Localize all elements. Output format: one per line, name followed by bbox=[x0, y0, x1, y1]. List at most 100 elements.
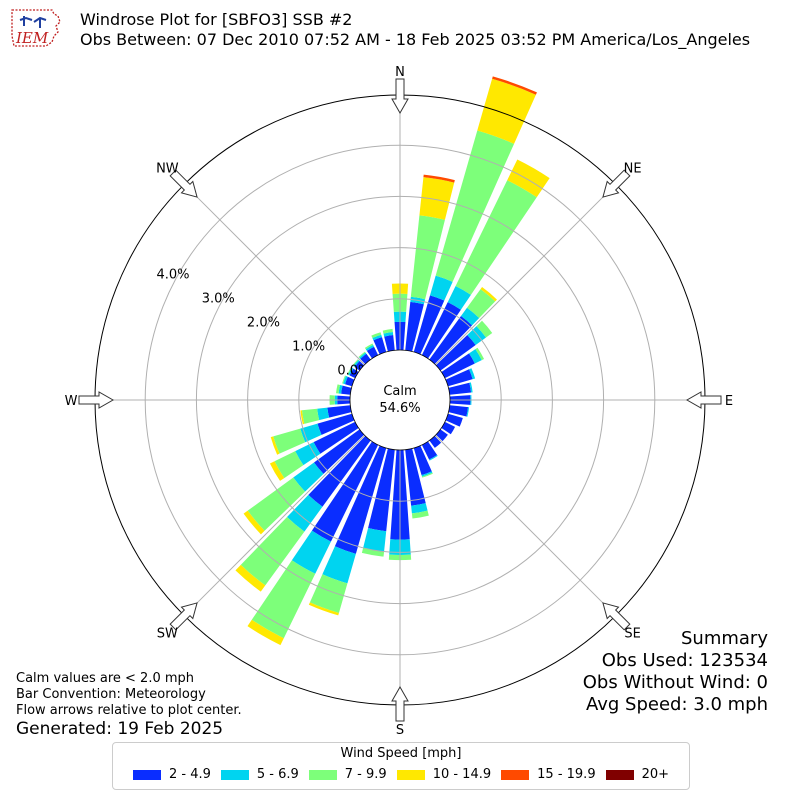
note-flow-arrows: Flow arrows relative to plot center. bbox=[16, 703, 242, 718]
bar-40-1 bbox=[460, 307, 480, 326]
dir-label-S: S bbox=[396, 723, 404, 738]
legend-item-2: 7 - 9.9 bbox=[308, 767, 387, 782]
legend-label-1: 5 - 6.9 bbox=[256, 767, 299, 782]
radial-label-2: 2.0% bbox=[247, 315, 280, 330]
legend-title: Wind Speed [mph] bbox=[340, 746, 462, 761]
legend-item-3: 10 - 14.9 bbox=[396, 767, 491, 782]
legend-label-4: 15 - 19.9 bbox=[537, 767, 596, 782]
bar-340-2 bbox=[371, 332, 382, 338]
summary-box: Summary Obs Used: 123534 Obs Without Win… bbox=[583, 628, 768, 716]
note-calm: Calm values are < 2.0 mph bbox=[16, 671, 195, 686]
bar-50-0 bbox=[435, 335, 476, 371]
grid-spoke-SE bbox=[435, 435, 617, 617]
bar-280-2 bbox=[336, 384, 341, 394]
radial-label-1: 1.0% bbox=[292, 339, 325, 354]
arrow-N bbox=[391, 78, 409, 115]
legend-items: 2 - 4.9 5 - 6.9 7 - 9.9 10 - 14.9 15 - 19.9 2… bbox=[113, 767, 689, 782]
bar-10-2 bbox=[410, 215, 445, 300]
bar-260-3 bbox=[300, 410, 305, 425]
bar-330-2 bbox=[364, 343, 374, 350]
bar-280-1 bbox=[338, 385, 343, 394]
summary-avg-speed: Avg Speed: 3.0 mph bbox=[586, 694, 768, 715]
bar-20-0 bbox=[413, 295, 445, 355]
bar-120-0 bbox=[441, 421, 456, 435]
arrow-SE bbox=[602, 602, 631, 631]
legend-swatch-5 bbox=[605, 769, 634, 780]
bar-110-0 bbox=[445, 413, 463, 427]
bar-20-1 bbox=[430, 275, 453, 301]
bar-150-1 bbox=[429, 455, 438, 461]
generated-date: Generated: 19 Feb 2025 bbox=[16, 719, 224, 739]
grid-spoke-NE bbox=[435, 183, 617, 365]
chart-title: Windrose Plot for [SBFO3] SSB #2 Obs Bet… bbox=[80, 10, 750, 50]
bar-170-1 bbox=[411, 503, 428, 514]
summary-obs-used: Obs Used: 123534 bbox=[601, 650, 768, 671]
bar-160-0 bbox=[413, 445, 432, 476]
legend-item-4: 15 - 19.9 bbox=[501, 767, 596, 782]
legend-label-2: 7 - 9.9 bbox=[344, 767, 387, 782]
bar-20-2 bbox=[435, 130, 515, 282]
dir-label-E: E bbox=[725, 394, 733, 409]
arrow-SW bbox=[169, 602, 198, 631]
direction-labels: N NE E SE S SW W NW bbox=[65, 65, 734, 738]
bar-350-1 bbox=[383, 331, 394, 337]
arrow-E bbox=[685, 391, 722, 409]
bar-130-0 bbox=[435, 429, 448, 442]
bar-30-0 bbox=[421, 302, 461, 359]
legend-swatch-3 bbox=[396, 769, 425, 780]
note-bar-convention: Bar Convention: Meteorology bbox=[16, 687, 206, 702]
dir-label-N: N bbox=[395, 65, 405, 80]
bar-220-3 bbox=[235, 564, 266, 592]
bar-210-1 bbox=[291, 530, 331, 574]
bar-20-4 bbox=[492, 76, 537, 95]
legend-item-0: 2 - 4.9 bbox=[132, 767, 211, 782]
summary-title: Summary bbox=[681, 628, 768, 649]
grid-spoke-NW bbox=[183, 183, 365, 365]
summary-obs-without-wind: Obs Without Wind: 0 bbox=[582, 672, 768, 693]
bar-230-0 bbox=[313, 429, 365, 474]
bar-10-3 bbox=[419, 177, 455, 220]
arrow-NE bbox=[602, 169, 631, 198]
bar-350-0 bbox=[384, 334, 395, 352]
bar-220-1 bbox=[287, 494, 323, 532]
bar-230-2 bbox=[247, 477, 306, 531]
bar-190-1 bbox=[363, 528, 387, 552]
legend-swatch-0 bbox=[132, 769, 161, 780]
bar-230-3 bbox=[243, 510, 265, 535]
bar-290-1 bbox=[343, 375, 348, 385]
direction-arrows bbox=[78, 78, 722, 722]
bar-50-2 bbox=[476, 320, 493, 338]
bar-300-1 bbox=[348, 367, 354, 376]
bar-80-1 bbox=[469, 382, 473, 393]
bar-330-1 bbox=[365, 344, 375, 351]
calm-value: 54.6% bbox=[379, 401, 420, 416]
title-line-1: Windrose Plot for [SBFO3] SSB #2 bbox=[80, 10, 353, 29]
arrow-S bbox=[391, 685, 409, 722]
bar-260-2 bbox=[301, 408, 320, 424]
bar-320-2 bbox=[358, 351, 366, 358]
bar-240-0 bbox=[313, 421, 359, 454]
bar-350-2 bbox=[382, 328, 393, 334]
bar-240-2 bbox=[274, 451, 304, 479]
notes: Calm values are < 2.0 mph Bar Convention… bbox=[16, 671, 242, 739]
dir-label-W: W bbox=[65, 394, 78, 409]
dir-label-SE: SE bbox=[624, 627, 640, 642]
legend-swatch-2 bbox=[308, 769, 337, 780]
bar-310-2 bbox=[352, 359, 359, 367]
bar-300-2 bbox=[347, 367, 353, 375]
arrow-NW bbox=[169, 169, 198, 198]
bar-340-1 bbox=[372, 334, 382, 341]
bar-150-0 bbox=[421, 441, 438, 460]
bar-30-1 bbox=[447, 286, 471, 310]
bar-190-0 bbox=[368, 448, 395, 532]
iem-logo: IEM bbox=[11, 9, 61, 47]
bar-30-3 bbox=[507, 159, 550, 198]
bar-190-2 bbox=[361, 547, 385, 557]
bar-330-0 bbox=[366, 346, 379, 359]
bar-170-2 bbox=[411, 510, 429, 519]
radial-labels: 0.0%1.0%2.0%3.0%4.0% bbox=[157, 267, 371, 378]
bar-10-0 bbox=[405, 301, 424, 352]
bar-290-2 bbox=[342, 375, 346, 384]
calm-label: Calm bbox=[383, 384, 416, 399]
